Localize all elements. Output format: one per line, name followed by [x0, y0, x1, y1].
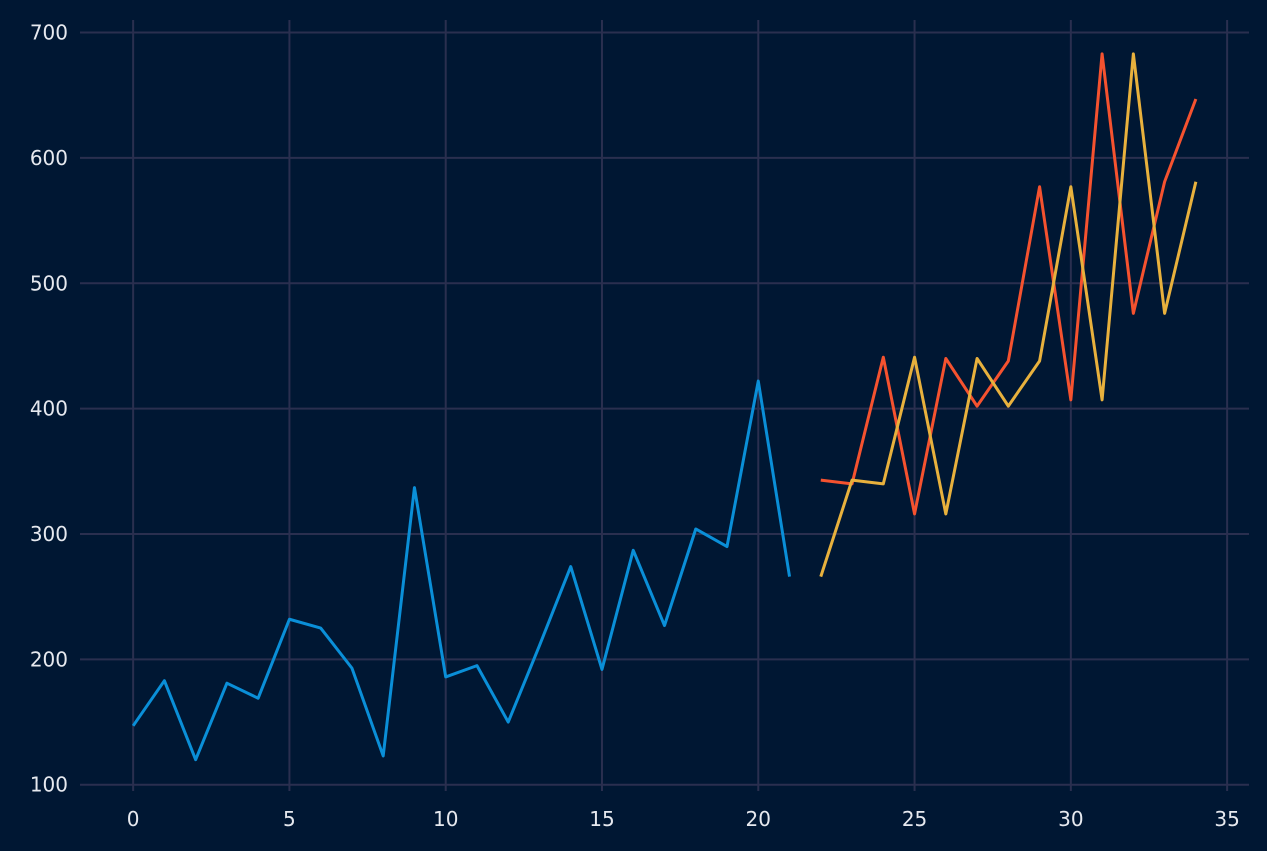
x-tick-label: 10: [433, 807, 458, 831]
y-tick-label: 600: [30, 146, 68, 170]
grid: [80, 20, 1249, 791]
series-line-2: [820, 52, 1198, 516]
y-tick-label: 500: [30, 271, 68, 295]
x-axis-tick-labels: 0 5 10 15 20 25 30 35: [127, 807, 1240, 831]
x-tick-label: 20: [746, 807, 771, 831]
series-lines: [131, 52, 1198, 762]
series-line-3: [819, 52, 1198, 578]
x-tick-label: 25: [902, 807, 927, 831]
y-tick-label: 100: [30, 773, 68, 797]
x-tick-label: 5: [283, 807, 296, 831]
y-tick-label: 300: [30, 522, 68, 546]
y-tick-label: 200: [30, 647, 68, 671]
x-tick-label: 30: [1058, 807, 1083, 831]
y-tick-label: 700: [30, 21, 68, 45]
x-tick-label: 0: [127, 807, 140, 831]
x-tick-label: 15: [589, 807, 614, 831]
y-tick-label: 400: [30, 397, 68, 421]
series-line-1: [131, 379, 792, 762]
x-tick-label: 35: [1214, 807, 1239, 831]
y-axis-tick-labels: 100 200 300 400 500 600 700: [30, 21, 68, 797]
